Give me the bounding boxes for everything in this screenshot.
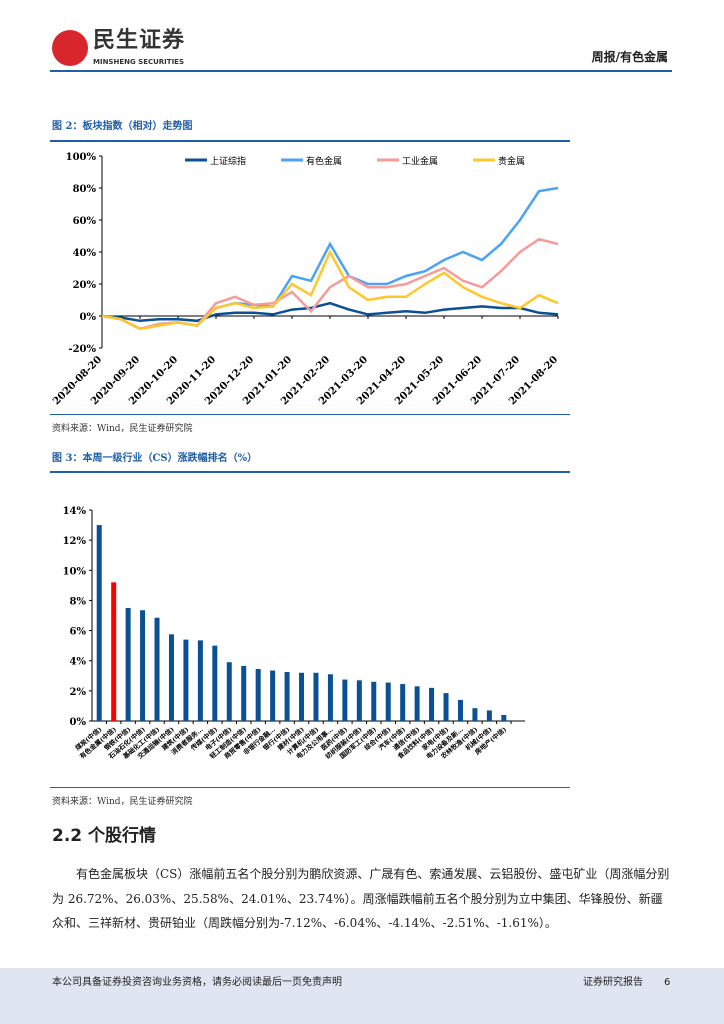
bar (154, 617, 160, 721)
bar (400, 684, 406, 721)
fig2-bottom-rule (50, 414, 570, 415)
bar (342, 679, 348, 721)
bar (429, 687, 435, 721)
fig2-source: 资料来源：Wind，民生证券研究院 (52, 424, 193, 434)
y-tick-label: -20% (68, 344, 96, 355)
logo-icon (52, 30, 88, 66)
brand-name: 民生证券 (93, 28, 186, 53)
bar (125, 607, 131, 721)
bar (168, 634, 174, 721)
bar (443, 693, 449, 721)
bar (313, 672, 319, 721)
fig3-source: 资料来源：Wind，民生证券研究院 (52, 797, 193, 807)
legend-label: 贵金属 (498, 155, 525, 167)
bar (486, 710, 492, 721)
bar (140, 610, 146, 721)
y-tick-label: 100% (66, 152, 97, 163)
fig2-title: 图 2：板块指数（相对）走势图 (52, 121, 193, 132)
bar (96, 525, 102, 721)
bar (226, 662, 232, 721)
bar (299, 672, 305, 721)
page-number: 6 (664, 977, 671, 988)
bar (371, 681, 377, 721)
bar (457, 699, 463, 721)
section-title: 2.2 个股行情 (52, 826, 157, 846)
report-type: 周报/有色金属 (591, 50, 668, 64)
bar (197, 640, 203, 721)
y-tick-label: 14% (63, 506, 87, 517)
line-chart: -20%0%20%40%60%80%100%2020-08-202020-09-… (51, 152, 560, 407)
y-tick-label: 4% (70, 657, 87, 668)
y-tick-label: 0% (70, 717, 87, 728)
bar (385, 682, 391, 721)
y-tick-label: 20% (73, 280, 97, 291)
footer (0, 968, 724, 1024)
bar (183, 639, 189, 721)
bar (111, 582, 117, 721)
y-tick-label: 80% (73, 184, 97, 195)
bar (414, 686, 420, 721)
fig3-rule (50, 471, 570, 473)
bar (501, 714, 507, 721)
series-line-0 (101, 301, 559, 323)
bar (356, 680, 362, 721)
legend-label: 上证综指 (210, 155, 246, 167)
y-tick-label: 2% (70, 687, 87, 698)
series-line-3 (101, 249, 559, 331)
legend-label: 有色金属 (306, 155, 342, 167)
y-tick-label: 10% (63, 566, 87, 577)
bar-chart: 0%2%4%6%8%10%12%14%煤炭(中信)有色金属(中信)钢铁(中信)石… (63, 506, 525, 761)
bar (241, 665, 247, 721)
bar (327, 674, 333, 721)
y-tick-label: 0% (80, 312, 97, 323)
y-tick-label: 6% (70, 627, 87, 638)
fig3-title: 图 3：本周一级行业（CS）涨跌幅排名（%） (52, 453, 258, 464)
y-tick-label: 8% (70, 596, 87, 607)
fig3-bottom-rule (50, 787, 570, 788)
section-paragraph: 有色金属板块（CS）涨幅前五名个股分别为鹏欣资源、广晟有色、索通发展、云铝股份、… (52, 867, 670, 930)
y-tick-label: 40% (73, 248, 97, 259)
y-tick-label: 60% (73, 216, 97, 227)
header-rule (50, 70, 672, 72)
bar (472, 708, 478, 721)
bar (255, 669, 261, 721)
fig2-rule (50, 140, 570, 142)
legend-label: 工业金属 (402, 155, 438, 167)
bar (270, 670, 276, 721)
y-tick-label: 12% (63, 536, 87, 547)
brand-name-en: MINSHENG SECURITIES (93, 58, 184, 66)
footer-disclaimer: 本公司具备证券投资咨询业务资格，请务必阅读最后一页免责声明 (52, 977, 342, 988)
bar (212, 645, 218, 721)
footer-report-type: 证券研究报告 (583, 977, 643, 988)
bar (284, 672, 290, 721)
